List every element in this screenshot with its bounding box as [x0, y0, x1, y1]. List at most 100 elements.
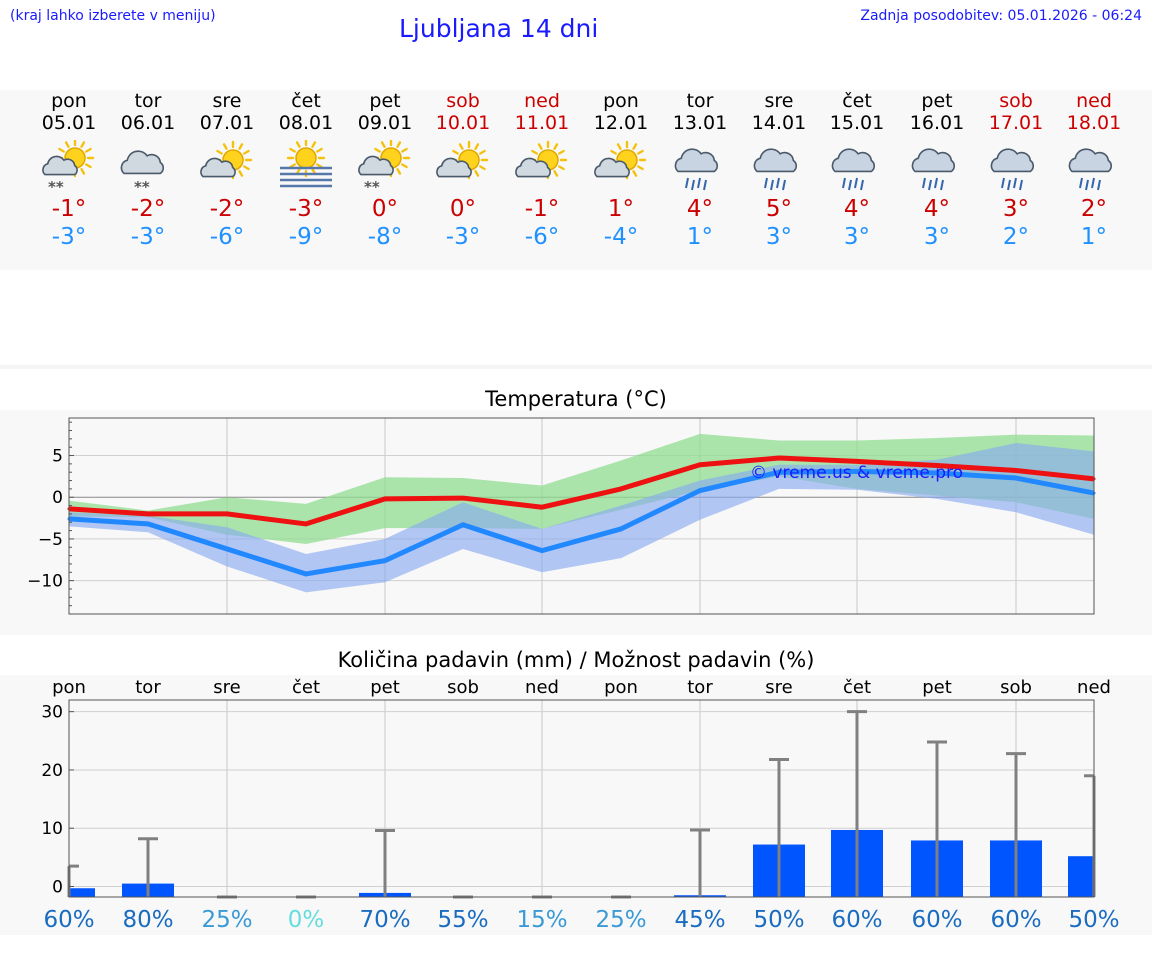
temp-min: -3°: [130, 224, 166, 250]
category-label: pon: [52, 677, 86, 698]
sun-cloud-icon: [515, 140, 568, 180]
category-label: sob: [447, 677, 479, 698]
probability-label: 80%: [122, 907, 173, 933]
temp-min: 1°: [686, 224, 714, 250]
max-temp-point: [225, 512, 229, 516]
min-temp-point: [698, 489, 702, 493]
cloud-rain-icon: [911, 148, 955, 191]
temp-max: -3°: [288, 196, 324, 222]
min-temp-line: [68, 468, 1095, 577]
temp-min: -8°: [367, 224, 403, 250]
probability-label: 50%: [1068, 907, 1119, 933]
plot-frame: [68, 699, 1095, 898]
sun-cloud-icon: [436, 140, 489, 180]
min-temp-point: [540, 549, 544, 553]
min-temp-point: [304, 572, 308, 576]
min-temp-point: [855, 469, 859, 473]
day-date: 06.01: [120, 112, 176, 134]
day-date: 08.01: [278, 112, 334, 134]
probability-label: 55%: [437, 907, 488, 933]
y-tick-label: 20: [41, 761, 63, 781]
probability-label: 25%: [201, 907, 252, 933]
sun-cloud-icon: [200, 140, 253, 180]
temp-min: -6°: [209, 224, 245, 250]
day-column: sob 10.01 0° -3°: [423, 90, 503, 251]
temp-max: -1°: [524, 196, 560, 222]
probability-label: 25%: [595, 907, 646, 933]
probability-label: 60%: [831, 907, 882, 933]
day-date: 17.01: [988, 112, 1044, 134]
day-column: pon 12.01 1° -4°: [581, 90, 661, 251]
svg-text:**: **: [48, 178, 64, 192]
min-temp-point: [1014, 476, 1018, 480]
temp-min: 3°: [843, 224, 871, 250]
category-label: ned: [1077, 677, 1111, 698]
day-name: ned: [1076, 90, 1112, 112]
day-name: sre: [212, 90, 242, 112]
precip-bar: [1068, 856, 1094, 897]
temp-max: 0°: [449, 196, 477, 222]
y-tick-label: 5: [52, 447, 63, 467]
category-label: tor: [687, 677, 713, 698]
category-label: ned: [525, 677, 559, 698]
temp-min: 3°: [765, 224, 793, 250]
min-temp-point: [461, 523, 465, 527]
day-column: sre 14.01 5° 3°: [739, 90, 819, 251]
min-temp-point: [225, 547, 229, 551]
min-temp-point: [935, 471, 939, 475]
max-temp-point: [461, 496, 465, 500]
days-panel: [0, 90, 1152, 270]
day-date: 18.01: [1066, 112, 1122, 134]
temp-min: -3°: [445, 224, 481, 250]
precipitation-chart-title: Količina padavin (mm) / Možnost padavin …: [337, 648, 815, 672]
max-temp-point: [383, 497, 387, 501]
category-label: čet: [292, 677, 320, 698]
cloud-snow-icon: **: [120, 150, 164, 192]
min-temp-point: [146, 522, 150, 526]
day-name: tor: [686, 90, 714, 112]
day-date: 09.01: [357, 112, 413, 134]
cloud-rain-icon: [1068, 148, 1112, 191]
last-updated: Zadnja posodobitev: 05.01.2026 - 06:24: [860, 8, 1142, 24]
location-hint: (kraj lahko izberete v meniju): [10, 8, 216, 24]
max-temp-point: [1014, 469, 1018, 473]
probability-label: 45%: [674, 907, 725, 933]
probability-label: 60%: [43, 907, 94, 933]
temp-max: 2°: [1080, 196, 1108, 222]
cloud-rain-icon: [990, 148, 1034, 191]
y-tick-label: 0: [52, 488, 63, 508]
day-name: sob: [446, 90, 480, 112]
day-date: 16.01: [909, 112, 965, 134]
probability-label: 60%: [990, 907, 1041, 933]
temp-max: 4°: [843, 196, 871, 222]
category-label: tor: [135, 677, 161, 698]
day-name: pet: [921, 90, 953, 112]
day-column: pet 09.01 ** 0° -8°: [345, 90, 425, 251]
day-name: pet: [369, 90, 401, 112]
max-temp-point: [935, 464, 939, 468]
y-tick-label: 0: [52, 878, 63, 898]
probability-label: 0%: [288, 907, 325, 933]
cloud-rain-icon: [831, 148, 875, 191]
temp-min: 1°: [1080, 224, 1108, 250]
temp-max: -2°: [209, 196, 245, 222]
category-label: pon: [604, 677, 638, 698]
probability-label: 60%: [911, 907, 962, 933]
temp-max: 3°: [1002, 196, 1030, 222]
day-name: čet: [291, 90, 321, 112]
day-column: sob 17.01 3° 2°: [976, 90, 1056, 251]
sun-cloud-icon: [594, 140, 647, 180]
day-date: 14.01: [751, 112, 807, 134]
sun-fog-icon: [280, 140, 332, 188]
day-column: čet 08.01 -3° -9°: [266, 90, 346, 251]
sun-cloud-snow-icon: **: [42, 140, 95, 192]
min-temp-point: [619, 527, 623, 531]
temp-max: 5°: [765, 196, 793, 222]
temp-min: -6°: [524, 224, 560, 250]
temp-min: -4°: [603, 224, 639, 250]
temp-max: 4°: [923, 196, 951, 222]
plot-frame: [68, 417, 1095, 615]
day-name: sob: [999, 90, 1033, 112]
category-label: pet: [370, 677, 400, 698]
day-column: čet 15.01 4° 3°: [817, 90, 897, 251]
